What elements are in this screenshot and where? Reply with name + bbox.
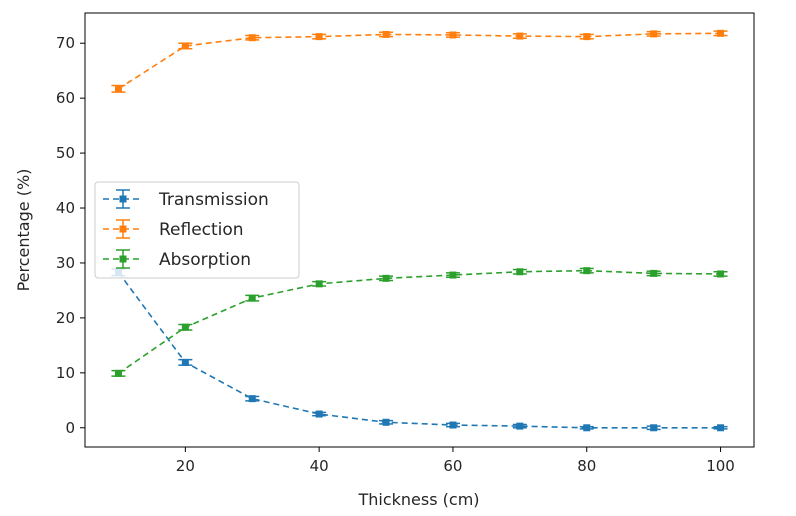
data-point bbox=[114, 85, 122, 93]
data-point bbox=[315, 410, 323, 418]
data-point bbox=[181, 358, 189, 366]
y-tick-label: 50 bbox=[56, 144, 75, 162]
x-axis: 20 40 60 80 100 bbox=[176, 447, 735, 475]
x-tick-label: 40 bbox=[310, 457, 329, 475]
x-tick-label: 100 bbox=[706, 457, 735, 475]
x-axis-label: Thickness (cm) bbox=[357, 490, 479, 509]
legend-box bbox=[94, 181, 300, 279]
data-point bbox=[449, 271, 457, 279]
data-point bbox=[382, 274, 390, 282]
data-point bbox=[650, 269, 658, 277]
plot-area bbox=[111, 29, 728, 432]
y-tick-label: 0 bbox=[65, 419, 75, 437]
series-line bbox=[118, 32, 721, 90]
data-point bbox=[650, 424, 658, 432]
data-point bbox=[248, 395, 256, 403]
data-point bbox=[650, 30, 658, 38]
series-line bbox=[117, 271, 721, 429]
y-tick-label: 60 bbox=[56, 89, 75, 107]
y-axis-label: Percentage (%) bbox=[14, 169, 33, 292]
y-tick-label: 30 bbox=[56, 254, 75, 272]
legend-marker bbox=[119, 255, 127, 263]
data-point bbox=[516, 268, 524, 276]
series-absorption bbox=[111, 267, 728, 377]
data-point bbox=[181, 42, 189, 50]
data-point bbox=[449, 421, 457, 429]
y-tick-label: 40 bbox=[56, 199, 75, 217]
y-axis: 0 10 20 30 40 50 60 70 bbox=[56, 34, 85, 437]
x-tick-label: 20 bbox=[176, 457, 195, 475]
data-point bbox=[717, 424, 725, 432]
series-reflection bbox=[111, 29, 728, 93]
data-point bbox=[114, 369, 122, 377]
legend-label: Absorption bbox=[159, 250, 251, 270]
legend-marker bbox=[119, 195, 127, 203]
plot-frame bbox=[84, 12, 755, 448]
data-point bbox=[248, 34, 256, 42]
legend-label: Transmission bbox=[158, 190, 269, 210]
series-line bbox=[117, 269, 721, 375]
x-tick-label: 60 bbox=[443, 457, 462, 475]
data-point bbox=[717, 270, 725, 278]
legend-marker bbox=[119, 225, 127, 233]
data-point bbox=[248, 294, 256, 302]
data-point bbox=[717, 29, 725, 37]
data-point bbox=[315, 280, 323, 288]
legend-item-absorption: Absorption bbox=[103, 249, 251, 270]
data-point bbox=[315, 33, 323, 41]
data-point bbox=[516, 422, 524, 430]
y-tick-label: 70 bbox=[56, 34, 75, 52]
legend-item-reflection: Reflection bbox=[103, 219, 244, 240]
data-point bbox=[583, 424, 591, 432]
legend: Transmission Reflection Absorption bbox=[94, 181, 300, 279]
data-point bbox=[449, 31, 457, 39]
y-tick-label: 10 bbox=[56, 364, 75, 382]
data-point bbox=[583, 33, 591, 41]
data-point bbox=[181, 323, 189, 331]
x-tick-label: 80 bbox=[577, 457, 596, 475]
data-point bbox=[382, 30, 390, 38]
data-point bbox=[516, 32, 524, 40]
y-tick-label: 20 bbox=[56, 309, 75, 327]
data-point bbox=[583, 267, 591, 275]
legend-label: Reflection bbox=[159, 220, 244, 240]
legend-item-transmission: Transmission bbox=[103, 189, 269, 210]
data-point bbox=[382, 418, 390, 426]
